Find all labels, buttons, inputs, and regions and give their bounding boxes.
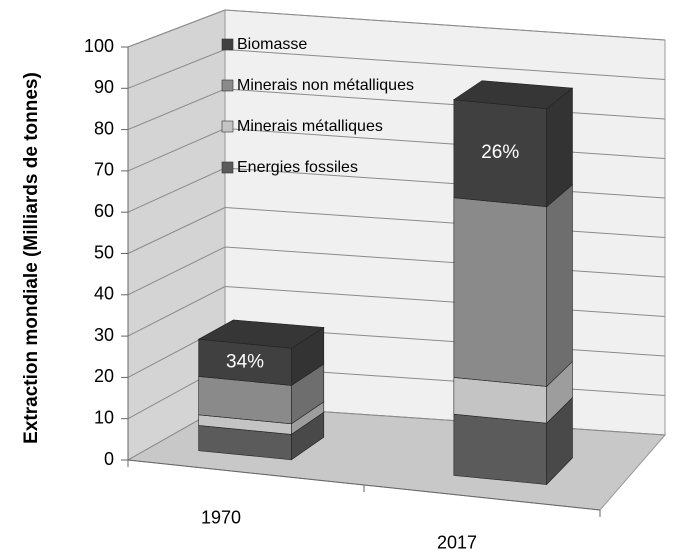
legend-swatch — [221, 120, 234, 133]
bar-front — [453, 197, 547, 387]
y-tick-label: 80 — [94, 118, 114, 138]
legend-swatch — [221, 38, 234, 51]
y-tick-label: 70 — [94, 160, 114, 180]
y-tick-label: 100 — [84, 36, 114, 56]
legend-swatch — [221, 161, 234, 174]
y-tick-label: 10 — [94, 407, 114, 427]
y-tick-label: 50 — [94, 242, 114, 262]
legend-label: Biomasse — [237, 36, 307, 53]
y-tick-label: 90 — [94, 77, 114, 97]
bar-front — [453, 413, 547, 485]
y-tick-label: 60 — [94, 201, 114, 221]
bar-top — [452, 80, 574, 109]
x-tick-label: 2017 — [437, 532, 477, 552]
legend-label: Minerais métalliques — [237, 118, 383, 135]
annotation: 26% — [481, 142, 519, 163]
x-tick-label: 1970 — [201, 507, 241, 527]
legend-label: Energies fossiles — [237, 159, 358, 176]
bar-side — [546, 183, 573, 388]
legend-label: Minerais non métalliques — [237, 77, 414, 94]
grid-line — [127, 9, 666, 48]
y-tick-label: 0 — [104, 449, 114, 469]
y-tick-label: 20 — [94, 366, 114, 386]
y-tick-label: 30 — [94, 325, 114, 345]
bar-top — [197, 319, 325, 349]
legend-swatch — [221, 79, 234, 92]
annotation: 34% — [226, 351, 264, 372]
y-tick-label: 40 — [94, 284, 114, 304]
y-axis-title: Extraction mondiale (Milliards de tonnes… — [21, 72, 42, 444]
